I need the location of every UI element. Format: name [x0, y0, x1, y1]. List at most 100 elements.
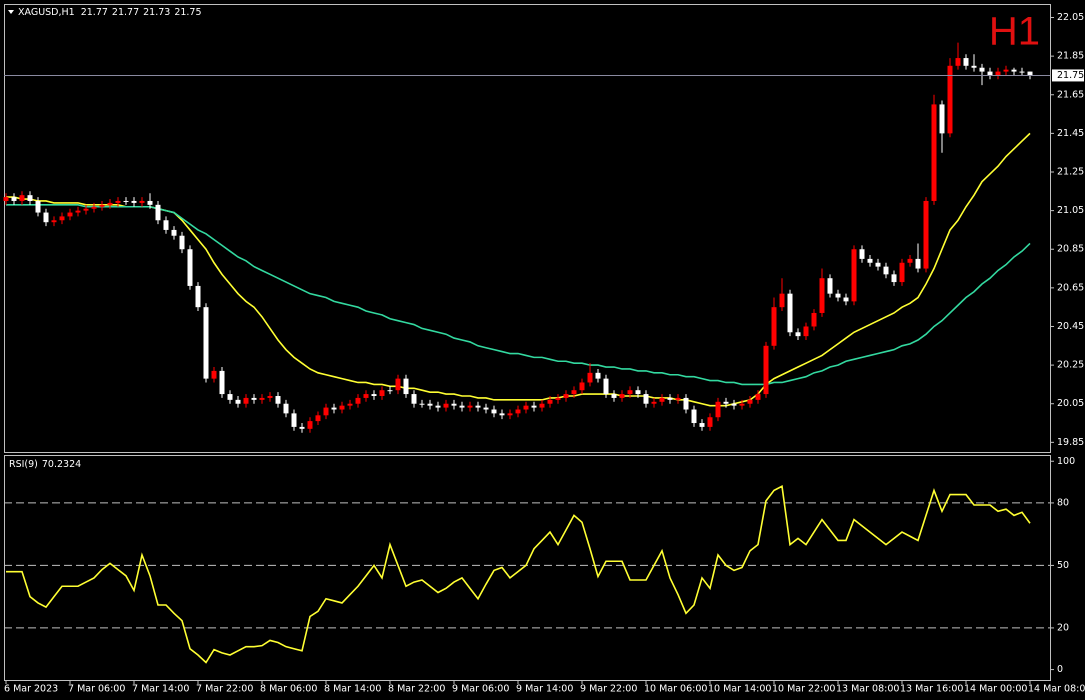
candle-body	[659, 397, 665, 402]
candle-body	[267, 396, 273, 398]
candle-body	[163, 220, 169, 230]
candle-body	[731, 403, 737, 406]
y-tick-label: 21.85	[1057, 51, 1084, 62]
candle-body	[67, 212, 73, 217]
candle-body	[755, 394, 761, 400]
candle-body	[123, 200, 129, 202]
candle-body	[787, 293, 793, 333]
candle-body	[955, 58, 961, 66]
candle-body	[707, 417, 713, 427]
candle-body	[331, 407, 337, 410]
x-tick-label: 7 Mar 14:00	[132, 684, 189, 695]
x-tick-label: 6 Mar 2023	[4, 684, 58, 695]
candle-body	[379, 390, 385, 396]
timeframe-watermark: H1	[989, 10, 1040, 54]
candle-body	[579, 382, 585, 391]
y-tick-label: 21.65	[1057, 89, 1084, 100]
candle-body	[75, 210, 81, 213]
x-tick-label: 8 Mar 22:00	[388, 684, 445, 695]
candle-body	[27, 195, 33, 201]
candle-body	[227, 394, 233, 400]
candle-body	[259, 397, 265, 400]
x-tick-label: 9 Mar 14:00	[516, 684, 573, 695]
candle-body	[411, 394, 417, 404]
y-tick-label: 20	[1057, 622, 1069, 633]
current-price-label: 21.75	[1057, 70, 1084, 81]
candle-body	[843, 297, 849, 302]
candle-body	[371, 394, 377, 396]
x-tick-label: 13 Mar 08:00	[836, 684, 899, 695]
candle-body	[1027, 71, 1033, 76]
candle-body	[651, 401, 657, 404]
candle-body	[403, 378, 409, 395]
y-tick-label: 21.25	[1057, 167, 1084, 178]
rsi-title: RSI(9)	[9, 459, 38, 470]
x-tick-label: 7 Mar 06:00	[68, 684, 125, 695]
candle-body	[83, 208, 89, 211]
candle-body	[563, 394, 569, 398]
candle-body	[35, 200, 41, 213]
candle-body	[963, 58, 969, 66]
candle-body	[315, 415, 321, 422]
candle-body	[931, 104, 937, 201]
candle-body	[643, 394, 649, 404]
candle-body	[491, 409, 497, 414]
candle-body	[363, 394, 369, 398]
candle-body	[283, 403, 289, 414]
x-tick-label: 9 Mar 22:00	[580, 684, 637, 695]
candle-body	[699, 423, 705, 427]
candle-body	[867, 258, 873, 263]
candle-body	[171, 229, 177, 236]
candle-body	[251, 397, 257, 400]
y-tick-label: 100	[1057, 456, 1075, 467]
candle-body	[795, 332, 801, 337]
candle-body	[883, 266, 889, 275]
candle-body	[971, 65, 977, 68]
candle-body	[419, 403, 425, 405]
y-tick-label: 20.85	[1057, 244, 1084, 255]
candle-body	[779, 293, 785, 308]
candle-body	[179, 235, 185, 250]
candle-body	[299, 426, 305, 429]
candle-body	[539, 403, 545, 408]
candle-body	[475, 405, 481, 408]
candle-body	[155, 204, 161, 221]
candle-body	[523, 405, 529, 410]
candle-body	[347, 403, 353, 406]
x-tick-label: 14 Mar 08:00	[1028, 684, 1085, 695]
candle-body	[587, 372, 593, 383]
x-tick-label: 8 Mar 06:00	[260, 684, 317, 695]
candle-body	[443, 403, 449, 408]
candle-body	[915, 258, 921, 269]
y-tick-label: 20.25	[1057, 360, 1084, 371]
candle-body	[451, 403, 457, 406]
candle-body	[1003, 69, 1009, 72]
candle-body	[43, 212, 49, 223]
candle-body	[387, 390, 393, 392]
last-high: 21.77	[112, 7, 139, 18]
y-tick-label: 20.45	[1057, 321, 1084, 332]
candle-body	[3, 197, 9, 201]
candle-body	[619, 394, 625, 398]
rsi-line	[6, 485, 1031, 664]
candle-body	[355, 397, 361, 404]
y-tick-label: 19.85	[1057, 437, 1084, 448]
candle-body	[635, 390, 641, 395]
candle-body	[19, 195, 25, 201]
candle-body	[11, 197, 17, 201]
x-tick-label: 9 Mar 06:00	[452, 684, 509, 695]
candle-body	[235, 399, 241, 404]
last-close: 21.75	[174, 7, 201, 18]
x-tick-label: 10 Mar 06:00	[644, 684, 707, 695]
candle-body	[595, 372, 601, 379]
candle-body	[851, 249, 857, 302]
candle-body	[59, 216, 65, 221]
candle-body	[979, 67, 985, 72]
menu-arrow[interactable]	[8, 10, 14, 14]
candle-body	[323, 407, 329, 416]
candle-body	[131, 200, 137, 203]
candle-body	[51, 220, 57, 223]
candle-body	[507, 413, 513, 416]
current-price-box	[1052, 69, 1084, 82]
